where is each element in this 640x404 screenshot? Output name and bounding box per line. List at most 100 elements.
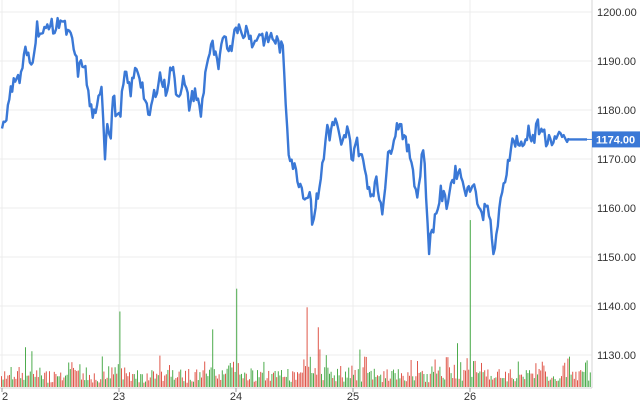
volume-bar — [533, 378, 535, 387]
volume-bar — [325, 355, 327, 387]
volume-bar — [365, 356, 367, 387]
volume-bar — [327, 367, 329, 387]
volume-bar — [319, 349, 321, 387]
volume-bar — [362, 367, 364, 387]
volume-bar — [492, 379, 494, 387]
volume-bar — [87, 380, 89, 387]
x-tick-label: 26 — [464, 391, 476, 403]
volume-bar — [119, 311, 121, 387]
volume-bar — [485, 376, 487, 387]
volume-bar — [465, 370, 466, 387]
y-tick-label: 1190.00 — [597, 56, 636, 68]
volume-bar — [410, 359, 412, 387]
volume-bar — [58, 376, 60, 387]
volume-bar — [473, 361, 474, 387]
volume-bar — [436, 373, 438, 387]
volume-bar — [517, 361, 519, 387]
volume-bar — [217, 378, 218, 387]
volume-bar — [369, 371, 370, 387]
volume-bar — [109, 378, 111, 387]
volume-bar — [169, 365, 170, 387]
volume-bar — [415, 376, 417, 387]
volume-bar — [412, 376, 414, 387]
volume-bar — [124, 367, 126, 387]
volume-bar — [220, 379, 222, 387]
volume-bar — [469, 220, 471, 387]
volume-bar — [322, 380, 324, 387]
volume-bar — [521, 374, 522, 387]
volume-bar — [172, 370, 174, 387]
volume-bar — [543, 365, 545, 387]
volume-bar — [409, 375, 410, 387]
volume-bar — [508, 373, 510, 387]
volume-bar — [301, 372, 303, 387]
x-axis-ticks: 2 23 24 25 26 — [1, 388, 476, 403]
volume-bar — [349, 378, 351, 387]
volume-bar — [309, 356, 311, 387]
volume-bar — [281, 370, 282, 387]
volume-bar — [343, 381, 345, 387]
volume-bar — [81, 379, 82, 387]
volume-bar — [261, 372, 263, 387]
volume-bar — [28, 375, 30, 387]
x-tick-label: 25 — [347, 391, 359, 403]
volume-bar — [295, 379, 297, 387]
volume-bar — [117, 364, 119, 387]
volume-bar — [428, 382, 430, 387]
volume-bar — [357, 369, 359, 387]
volume-bar — [498, 369, 500, 387]
volume-bar — [41, 375, 42, 387]
volume-bar — [74, 369, 76, 387]
volume-bar — [351, 365, 353, 387]
volume-bar — [364, 356, 366, 387]
volume-bar — [391, 371, 393, 387]
volume-bar — [98, 382, 100, 387]
volume-bar — [455, 378, 457, 387]
volume-bar — [501, 378, 503, 387]
volume-bar — [493, 378, 495, 387]
volume-bar — [106, 377, 108, 387]
volume-bar — [226, 368, 228, 387]
volume-bar — [149, 377, 151, 387]
volume-bar — [466, 358, 468, 387]
volume-bar — [481, 362, 482, 387]
volume-bar — [567, 358, 569, 387]
volume-bar — [505, 371, 506, 387]
volume-bar — [65, 375, 66, 387]
y-tick-label: 1180.00 — [597, 105, 636, 117]
volume-bar — [583, 371, 585, 387]
volume-bar — [484, 370, 486, 387]
volume-bar — [434, 359, 436, 387]
volume-bar — [141, 374, 143, 387]
volume-bar — [353, 374, 354, 387]
volume-bar — [393, 369, 394, 387]
volume-bar — [180, 369, 182, 387]
volume-bar — [205, 373, 207, 387]
volume-bar — [437, 370, 439, 387]
volume-bar — [199, 372, 201, 387]
volume-bar — [404, 380, 406, 387]
volume-bar — [12, 379, 14, 387]
volume-bar — [444, 379, 446, 387]
volume-bar — [157, 375, 159, 387]
volume-bar — [42, 379, 44, 387]
volume-bar — [225, 373, 226, 387]
price-line-layer — [0, 16, 587, 256]
volume-bar — [548, 380, 550, 387]
current-price-badge-bg — [592, 131, 640, 148]
volume-bar — [388, 380, 390, 387]
volume-bar — [306, 307, 308, 387]
volume-bar — [305, 366, 306, 387]
volume-bar — [324, 367, 326, 387]
volume-bar — [402, 375, 404, 387]
volume-bar — [575, 371, 577, 387]
volume-bar — [47, 382, 49, 387]
volume-bar — [49, 371, 50, 387]
volume-bar — [266, 378, 268, 387]
volume-bar — [26, 375, 28, 387]
volume-bar — [101, 356, 103, 387]
volume-bar — [145, 381, 146, 387]
volume-bar — [148, 380, 150, 387]
volume-bar — [429, 373, 431, 387]
volume-bar — [271, 374, 273, 387]
